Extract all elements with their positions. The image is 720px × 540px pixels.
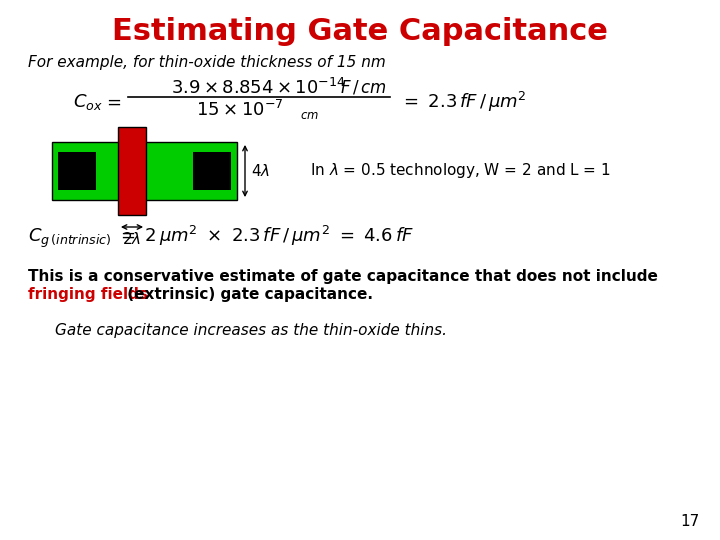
- Text: fringing fields: fringing fields: [28, 287, 148, 301]
- Text: This is a conservative estimate of gate capacitance that does not include: This is a conservative estimate of gate …: [28, 268, 658, 284]
- Text: $4\lambda$: $4\lambda$: [251, 163, 270, 179]
- Text: In $\lambda$ = 0.5 technology, W = 2 and L = 1: In $\lambda$ = 0.5 technology, W = 2 and…: [310, 161, 611, 180]
- Bar: [52, 142, 237, 200]
- Text: Gate capacitance increases as the thin-oxide thins.: Gate capacitance increases as the thin-o…: [55, 322, 447, 338]
- Text: 17: 17: [680, 515, 700, 530]
- Text: For example, for thin-oxide thickness of 15 nm: For example, for thin-oxide thickness of…: [28, 55, 386, 70]
- Bar: [58, 152, 96, 190]
- Text: $=\ 2.3\,fF\,/\,\mu m^{2}$: $=\ 2.3\,fF\,/\,\mu m^{2}$: [400, 90, 526, 114]
- Text: $F\,/\,cm$: $F\,/\,cm$: [340, 78, 387, 96]
- Bar: [193, 152, 231, 190]
- Text: (extrinsic) gate capacitance.: (extrinsic) gate capacitance.: [122, 287, 373, 301]
- Text: $C_{g\,(intrinsic)}\ =\ 2\,\mu m^{2}\ \times\ 2.3\,fF\,/\,\mu m^{2}\ =\ 4.6\,fF$: $C_{g\,(intrinsic)}\ =\ 2\,\mu m^{2}\ \t…: [28, 224, 414, 250]
- Bar: [118, 127, 146, 215]
- Text: $2\lambda$: $2\lambda$: [122, 231, 142, 247]
- Text: $3.9 \times 8.854 \times 10^{-14}$: $3.9 \times 8.854 \times 10^{-14}$: [171, 78, 346, 98]
- Text: $15 \times 10^{-7}$: $15 \times 10^{-7}$: [197, 100, 284, 120]
- Text: $_{cm}$: $_{cm}$: [300, 103, 319, 121]
- Text: $=$: $=$: [103, 93, 121, 111]
- Text: Estimating Gate Capacitance: Estimating Gate Capacitance: [112, 17, 608, 46]
- Text: $C_{ox}$: $C_{ox}$: [73, 92, 103, 112]
